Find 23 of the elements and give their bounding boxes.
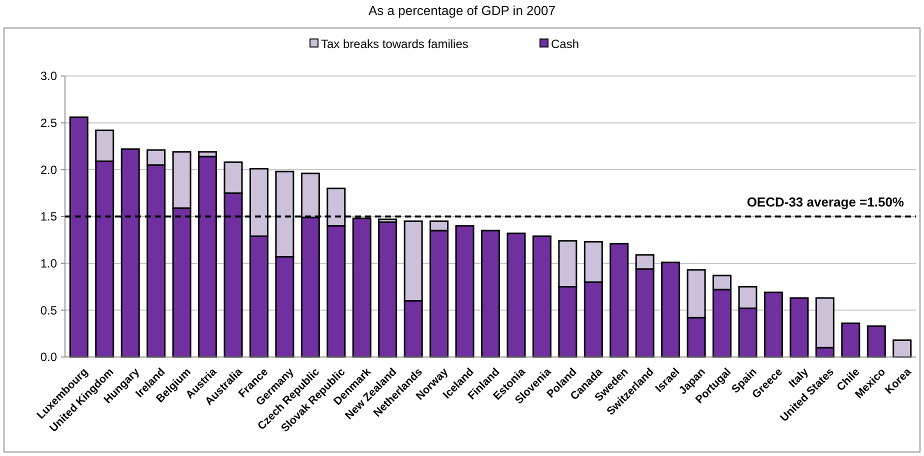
y-tick-label: 0.5 xyxy=(40,303,58,318)
bar xyxy=(610,242,629,358)
chart-title: As a percentage of GDP in 2007 xyxy=(368,3,556,18)
bar xyxy=(532,235,552,358)
bar xyxy=(790,297,809,358)
y-tick-label: 1.0 xyxy=(40,256,58,271)
bar xyxy=(866,325,886,358)
bar xyxy=(481,230,500,358)
bar xyxy=(841,322,860,358)
bar xyxy=(764,292,783,358)
bar xyxy=(455,225,474,358)
y-tick-label: 3.0 xyxy=(40,69,58,84)
legend-label: Cash xyxy=(551,37,580,51)
ref-line-label: OECD-33 average =1.50% xyxy=(746,194,904,210)
y-tick-label: 2.0 xyxy=(40,162,58,177)
bar xyxy=(892,339,912,358)
bar xyxy=(378,221,398,358)
bar xyxy=(506,232,526,358)
y-tick-label: 0.0 xyxy=(40,350,58,364)
legend-label: Tax breaks towards families xyxy=(321,37,468,51)
y-tick-label: 1.5 xyxy=(40,210,58,224)
bar xyxy=(661,262,680,358)
y-tick-label: 2.5 xyxy=(40,116,58,130)
